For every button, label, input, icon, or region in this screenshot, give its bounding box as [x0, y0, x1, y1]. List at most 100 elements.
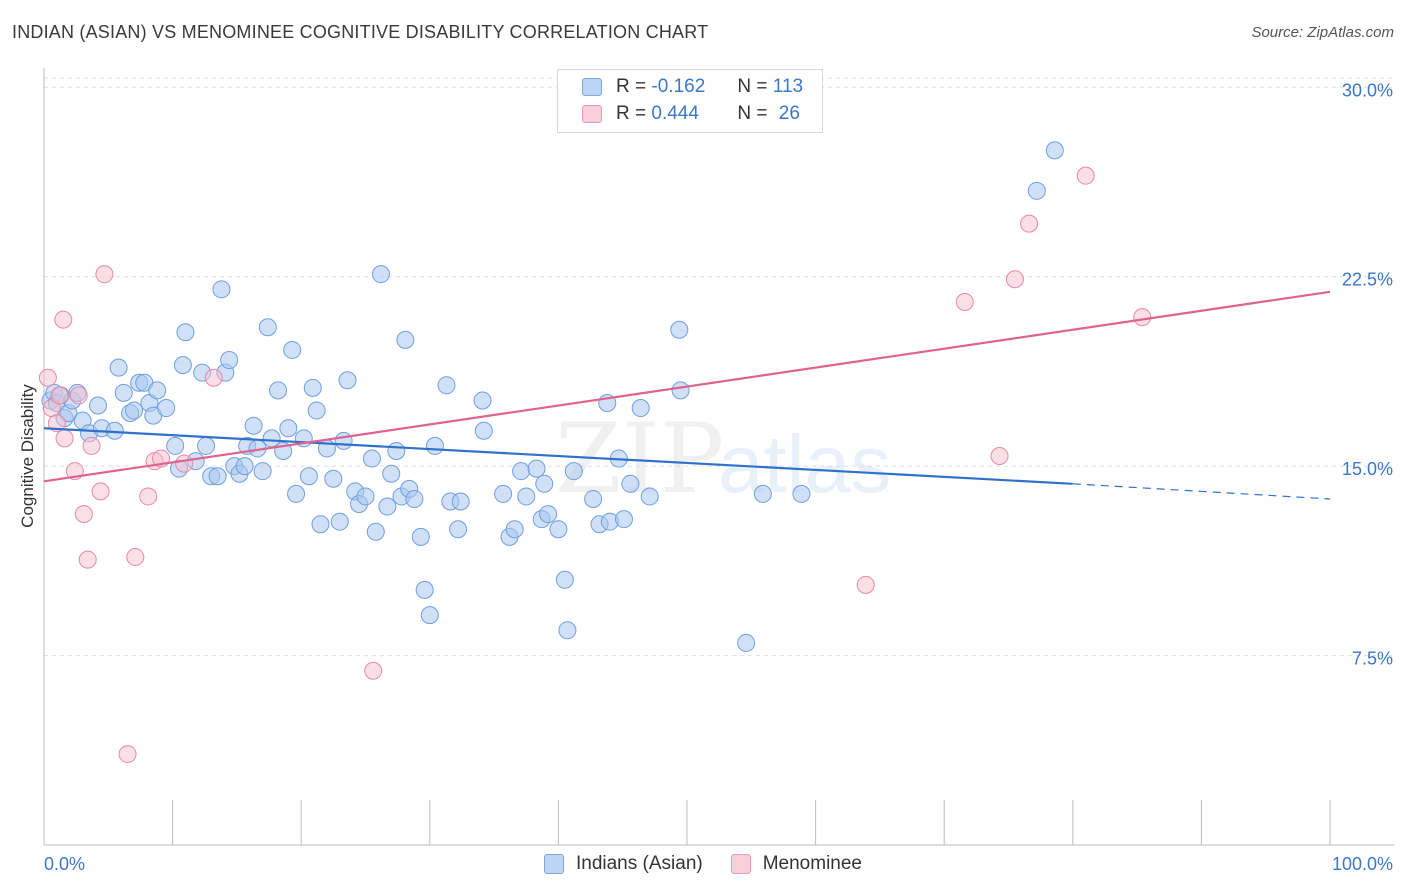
data-point-indians — [307, 401, 326, 420]
bottom-legend-label-menominee: Menominee — [762, 853, 862, 874]
data-point-indians — [555, 570, 574, 589]
data-point-indians — [411, 527, 430, 546]
data-point-indians — [279, 419, 298, 438]
legend-swatch-pink — [582, 105, 602, 123]
legend-row-menominee: R = 0.444 N = 26 — [582, 101, 800, 127]
data-point-menominee — [364, 661, 383, 680]
data-point-indians — [621, 474, 640, 493]
axes — [43, 68, 1394, 846]
data-point-indians — [356, 487, 375, 506]
data-point-indians — [208, 467, 227, 486]
data-point-menominee — [990, 447, 1009, 466]
legend-r-value: -0.162 — [651, 76, 706, 97]
data-point-indians — [176, 323, 195, 342]
legend-box: R = -0.162 N = 113 R = 0.444 N = 26 — [557, 69, 823, 133]
x-tick-label: 0.0% — [44, 854, 85, 874]
data-point-indians — [166, 436, 185, 455]
data-point-indians — [564, 462, 583, 481]
series-indians-asian — [41, 141, 1064, 652]
bottom-legend-label-indians: Indians (Asian) — [575, 853, 703, 874]
data-point-indians — [425, 436, 444, 455]
data-point-menominee — [175, 454, 194, 473]
data-point-menominee — [54, 310, 73, 329]
tick-labels: 7.5% 15.0% 22.5% 30.0% 0.0% 100.0% — [44, 80, 1393, 874]
data-point-indians — [517, 487, 536, 506]
data-point-indians — [197, 436, 216, 455]
data-point-indians — [1045, 141, 1064, 160]
trend-line-menominee — [43, 290, 1331, 483]
data-point-indians — [371, 265, 390, 284]
data-point-indians — [220, 351, 239, 370]
data-point-menominee — [139, 487, 158, 506]
legend-r-label: R = — [616, 76, 647, 97]
y-tick-label: 22.5% — [1342, 270, 1393, 290]
data-point-menominee — [50, 386, 69, 405]
data-point-menominee — [204, 368, 223, 387]
data-point-indians — [299, 467, 318, 486]
data-point-indians — [109, 358, 128, 377]
data-point-indians — [244, 416, 263, 435]
data-point-indians — [378, 497, 397, 516]
data-point-indians — [396, 330, 415, 349]
source-label: Source: ZipAtlas.com — [1251, 24, 1394, 41]
chart-title: INDIAN (ASIAN) VS MENOMINEE COGNITIVE DI… — [12, 22, 709, 42]
legend-n-label: N = — [737, 103, 768, 124]
y-tick-label: 30.0% — [1342, 80, 1393, 100]
data-point-indians — [512, 462, 531, 481]
bottom-legend: Indians (Asian) Menominee — [0, 850, 1406, 878]
data-point-indians — [338, 371, 357, 390]
bottom-legend-indians[interactable]: Indians (Asian) — [543, 853, 703, 875]
data-point-indians — [494, 484, 513, 503]
data-point-menominee — [1005, 270, 1024, 289]
data-point-indians — [671, 381, 690, 400]
legend-n-value: 26 — [778, 103, 800, 124]
legend-row-indians: R = -0.162 N = 113 — [582, 74, 803, 100]
data-point-indians — [114, 383, 133, 402]
legend-n-value: 113 — [772, 76, 804, 97]
trend-lines — [43, 290, 1331, 500]
data-point-indians — [614, 510, 633, 529]
data-point-indians — [584, 489, 603, 508]
data-point-menominee — [118, 745, 137, 764]
data-point-menominee — [91, 482, 110, 501]
data-point-indians — [449, 520, 468, 539]
data-point-menominee — [47, 414, 66, 433]
data-point-indians — [437, 376, 456, 395]
data-point-menominee — [1020, 214, 1039, 233]
data-point-indians — [287, 484, 306, 503]
data-point-indians — [420, 606, 439, 625]
bottom-legend-menominee[interactable]: Menominee — [730, 853, 862, 875]
data-point-indians — [303, 378, 322, 397]
series-menominee — [38, 166, 1152, 764]
data-point-indians — [640, 487, 659, 506]
legend-r-value: 0.444 — [651, 103, 699, 124]
data-point-indians — [330, 512, 349, 531]
data-point-menominee — [74, 505, 93, 524]
data-point-menominee — [95, 265, 114, 284]
bottom-legend-swatch-blue — [543, 854, 564, 874]
watermark: ZIP atlas — [555, 403, 891, 515]
bottom-legend-swatch-pink — [730, 854, 751, 874]
data-point-indians — [505, 520, 524, 539]
data-point-menominee — [38, 368, 57, 387]
data-point-indians — [382, 464, 401, 483]
data-point-menominee — [1076, 166, 1095, 185]
data-point-indians — [1027, 181, 1046, 200]
data-point-menominee — [69, 386, 88, 405]
data-point-menominee — [82, 436, 101, 455]
data-point-indians — [670, 320, 689, 339]
data-point-indians — [125, 401, 144, 420]
data-point-indians — [558, 621, 577, 640]
data-point-indians — [366, 522, 385, 541]
legend-r-label: R = — [616, 103, 647, 124]
watermark-zip: ZIP — [555, 403, 724, 515]
data-point-indians — [311, 515, 330, 534]
data-point-indians — [212, 280, 231, 299]
data-point-menominee — [55, 429, 74, 448]
data-point-indians — [451, 492, 470, 511]
y-tick-label: 15.0% — [1342, 459, 1393, 479]
data-point-indians — [474, 421, 493, 440]
data-point-indians — [157, 399, 176, 418]
data-point-indians — [173, 356, 192, 375]
